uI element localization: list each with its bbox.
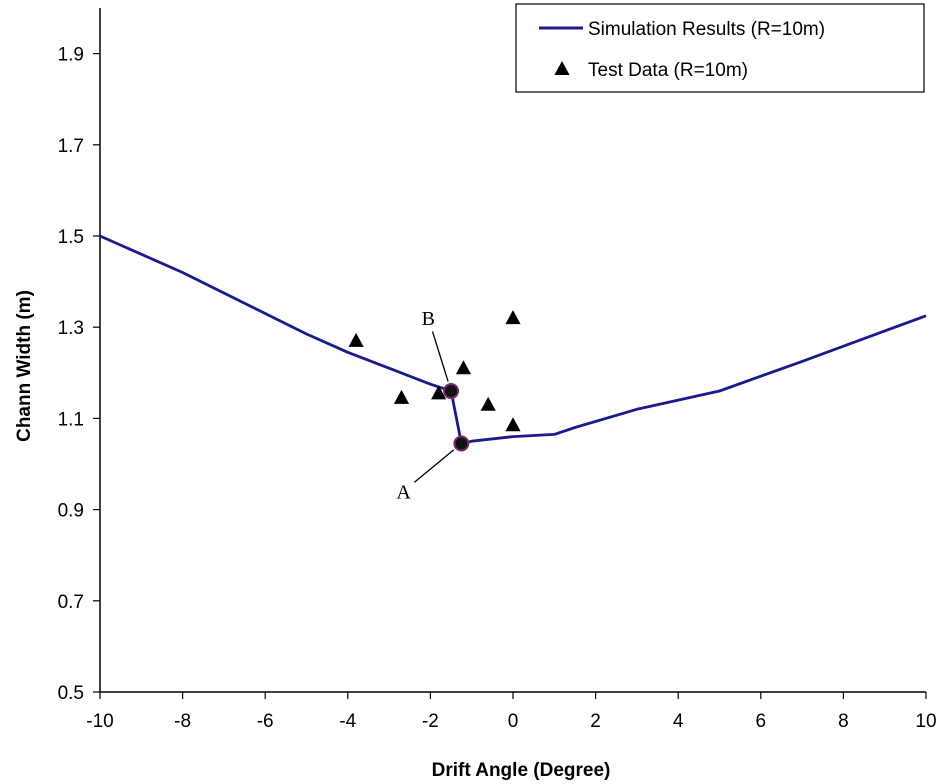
x-tick-label: -4 bbox=[339, 711, 356, 732]
x-axis-title: Drift Angle (Degree) bbox=[432, 760, 611, 781]
y-tick-label: 1.5 bbox=[58, 227, 84, 248]
y-tick-label: 0.5 bbox=[58, 683, 84, 704]
test-data-point bbox=[393, 389, 410, 404]
legend-box bbox=[515, 3, 925, 93]
test-data-series bbox=[348, 310, 521, 432]
test-data-point bbox=[455, 360, 472, 375]
test-data-point bbox=[431, 385, 447, 400]
annotations: BA bbox=[396, 308, 470, 503]
y-tick-label: 0.7 bbox=[58, 592, 84, 613]
y-axis-title: Chann Width (m) bbox=[14, 290, 35, 442]
x-tick-label: 10 bbox=[915, 711, 936, 732]
x-tick-label: -8 bbox=[174, 711, 191, 732]
legend-label-test-data: Test Data (R=10m) bbox=[588, 60, 748, 81]
annotation-label-a: A bbox=[396, 481, 411, 503]
simulation-line bbox=[99, 234, 927, 445]
y-tick-label: 1.7 bbox=[58, 136, 84, 157]
x-tick-label: 4 bbox=[673, 711, 684, 732]
x-tick-label: -2 bbox=[422, 711, 439, 732]
x-tick-label: 8 bbox=[838, 711, 849, 732]
annotation-label-b: B bbox=[422, 308, 435, 330]
legend-swatch-triangle bbox=[554, 61, 570, 75]
x-tick-label: -6 bbox=[257, 711, 274, 732]
y-tick-label: 1.1 bbox=[58, 409, 84, 430]
axes bbox=[99, 8, 926, 693]
legend: Simulation Results (R=10m) Test Data (R=… bbox=[515, 3, 925, 93]
annotation-leader-a bbox=[413, 449, 455, 483]
y-tick-label: 1.3 bbox=[58, 318, 84, 339]
x-tick-label: -10 bbox=[86, 711, 113, 732]
simulation-series bbox=[99, 234, 927, 445]
test-data-point bbox=[505, 310, 521, 325]
annotation-point-b bbox=[443, 383, 460, 400]
y-tick-label: 0.9 bbox=[58, 501, 84, 522]
test-data-point bbox=[505, 417, 521, 432]
test-data-point bbox=[348, 332, 364, 347]
ticks: -10 -8 -6 -4 -2 0 2 4 6 8 10 0.5 0.7 0.9 1.1 1.3 1.5 1.7 1… bbox=[58, 45, 937, 732]
x-tick-label: 6 bbox=[756, 711, 767, 732]
legend-label-simulation: Simulation Results (R=10m) bbox=[588, 19, 825, 40]
y-tick-label: 1.9 bbox=[58, 45, 84, 66]
annotation-leader-b bbox=[431, 331, 449, 382]
x-tick-label: 0 bbox=[508, 711, 519, 732]
x-tick-label: 2 bbox=[590, 711, 601, 732]
annotation-point-a bbox=[453, 435, 470, 452]
test-data-point bbox=[480, 396, 496, 411]
